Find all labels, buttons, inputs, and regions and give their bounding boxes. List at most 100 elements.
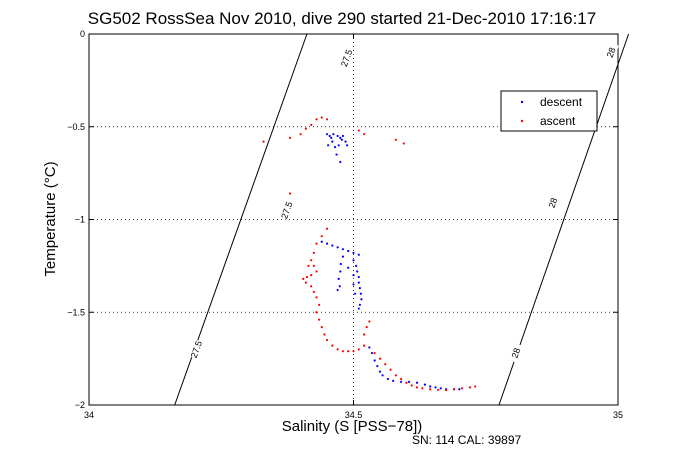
data-point-ascent [318,303,321,306]
y-tick-label: −2 [75,400,85,410]
data-point-ascent [325,227,329,230]
data-point-descent [439,387,442,390]
data-point-ascent [429,388,432,391]
data-point-descent [358,303,361,306]
data-point-descent [320,240,323,243]
data-point-descent [347,266,350,269]
data-point-descent [337,144,340,147]
data-point-ascent [402,142,405,145]
data-point-ascent [362,133,366,136]
data-point-descent [347,249,350,253]
y-axis-label: Temperature (°C) [42,161,59,276]
data-point-descent [381,374,384,377]
data-point-ascent [373,351,376,355]
data-point-descent [346,144,349,147]
data-point-ascent [452,388,456,391]
data-point-descent [339,136,342,139]
data-point-descent [357,307,360,310]
data-point-descent [330,136,333,139]
isopycnal-label: 28 [510,347,523,360]
data-point-descent [352,251,355,254]
data-point-descent [434,386,437,389]
data-point-ascent [315,311,318,314]
data-point-descent [325,242,329,245]
data-point-ascent [262,140,265,143]
legend: descent ascent [500,90,598,132]
data-point-descent [407,380,411,383]
data-point-ascent [444,389,448,392]
data-points [262,116,477,392]
isopycnal-label: 28 [547,196,560,209]
isopycnal-line [498,33,630,406]
legend-marker-descent [520,100,524,104]
data-point-ascent [357,348,360,351]
data-point-ascent [394,374,397,377]
data-point-ascent [341,350,345,353]
data-point-ascent [320,235,323,238]
data-point-descent [341,248,345,251]
data-point-ascent [305,275,309,279]
data-point-ascent [468,386,471,389]
data-point-ascent [331,344,334,347]
data-point-ascent [389,368,392,371]
x-tick-label: 34 [84,410,94,420]
data-point-ascent [304,127,307,130]
data-point-ascent [357,129,360,132]
legend-label-ascent: ascent [540,114,576,128]
data-point-ascent [421,387,424,390]
data-point-ascent [410,384,413,387]
data-point-ascent [315,242,318,245]
data-point-ascent [405,381,408,384]
data-point-ascent [299,133,302,136]
data-point-descent [378,370,382,373]
isopycnal-label-bg [338,47,355,69]
data-point-descent [373,359,376,362]
data-point-descent [344,140,347,143]
data-point-descent [331,244,334,247]
data-point-ascent [368,320,371,323]
y-tick-label: −1 [75,215,85,225]
data-point-descent [337,277,340,280]
data-point-ascent [315,296,318,299]
data-point-descent [336,288,339,292]
data-point-descent [338,285,341,288]
data-point-ascent [310,259,313,262]
data-point-descent [376,364,379,368]
data-point-descent [339,262,342,266]
data-point-ascent [325,338,329,342]
legend-box [500,90,598,132]
data-point-descent [370,351,374,355]
data-point-descent [429,385,432,388]
data-point-ascent [365,325,368,329]
data-point-ascent [474,385,477,388]
data-point-ascent [336,348,339,351]
data-point-ascent [378,357,382,360]
isopycnal-label: 28 [605,46,618,59]
data-point-descent [331,140,334,143]
data-point-ascent [310,123,313,126]
data-point-ascent [318,318,321,321]
data-point-ascent [320,325,323,329]
data-point-descent [360,298,363,301]
data-point-ascent [325,118,329,121]
data-point-ascent [310,274,313,277]
data-point-descent [353,292,357,295]
data-point-descent [458,388,461,391]
data-point-descent [356,270,359,273]
y-tick-label: 0 [80,29,85,39]
data-point-ascent [400,377,403,381]
data-point-ascent [394,138,397,141]
data-point-descent [357,275,360,279]
data-point-ascent [312,264,315,267]
x-tick-label: 34.5 [345,410,363,420]
data-point-descent [341,255,345,258]
isopycnal-label-bg [508,342,524,364]
data-point-descent [386,377,389,381]
data-point-ascent [437,388,440,391]
data-point-descent [400,380,403,383]
data-point-descent [415,381,419,384]
data-point-descent [339,160,342,164]
data-point-descent [340,138,343,141]
x-axis-label: Salinity (S [PSS−78]) [282,418,422,435]
isopycnal-label-bg [603,42,619,63]
